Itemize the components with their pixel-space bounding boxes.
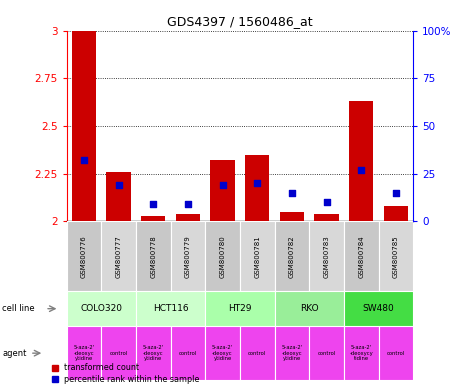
Text: GSM800778: GSM800778	[150, 235, 156, 278]
Text: 5-aza-2'
-deoxyc
ytidine: 5-aza-2' -deoxyc ytidine	[73, 345, 95, 361]
Bar	[344, 291, 413, 326]
Bar	[379, 326, 413, 380]
Bar	[176, 214, 200, 221]
Point	[184, 201, 192, 207]
Bar	[344, 326, 379, 380]
Bar	[349, 101, 373, 221]
Point	[392, 190, 400, 196]
Bar	[275, 291, 344, 326]
Text: GSM800777: GSM800777	[115, 235, 122, 278]
Text: GSM800780: GSM800780	[219, 235, 226, 278]
Bar	[344, 221, 379, 291]
Text: GSM800779: GSM800779	[185, 235, 191, 278]
Text: GSM800784: GSM800784	[358, 235, 364, 278]
Bar	[101, 326, 136, 380]
Text: 5-aza-2'
-deoxyc
ytidine: 5-aza-2' -deoxyc ytidine	[212, 345, 233, 361]
Bar	[205, 221, 240, 291]
Text: agent: agent	[2, 349, 27, 358]
Bar	[280, 212, 304, 221]
Bar	[384, 206, 408, 221]
Text: GSM800782: GSM800782	[289, 235, 295, 278]
Point	[323, 199, 331, 205]
Bar	[141, 215, 165, 221]
Text: 5-aza-2'
-deoxyc
ytidine: 5-aza-2' -deoxyc ytidine	[142, 345, 164, 361]
Point	[115, 182, 123, 188]
Text: 5-aza-2'
-deoxycy
tidine: 5-aza-2' -deoxycy tidine	[350, 345, 373, 361]
Text: cell line: cell line	[2, 304, 35, 313]
Text: control: control	[387, 351, 405, 356]
Bar	[171, 326, 205, 380]
Bar	[210, 161, 235, 221]
Bar	[66, 221, 101, 291]
Bar	[275, 326, 309, 380]
Bar	[136, 221, 171, 291]
Bar	[309, 221, 344, 291]
Bar	[106, 172, 131, 221]
Text: GSM800783: GSM800783	[323, 235, 330, 278]
Text: GSM800785: GSM800785	[393, 235, 399, 278]
Bar	[136, 326, 171, 380]
Text: control: control	[109, 351, 128, 356]
Point	[288, 190, 295, 196]
Bar	[314, 214, 339, 221]
Text: SW480: SW480	[363, 304, 394, 313]
Bar	[136, 291, 205, 326]
Text: COLO320: COLO320	[80, 304, 122, 313]
Bar	[240, 221, 275, 291]
Text: HT29: HT29	[228, 304, 252, 313]
Text: GSM800776: GSM800776	[81, 235, 87, 278]
Legend: transformed count, percentile rank within the sample: transformed count, percentile rank withi…	[51, 363, 200, 384]
Point	[358, 167, 365, 173]
Point	[149, 201, 157, 207]
Text: HCT116: HCT116	[153, 304, 189, 313]
Bar	[309, 326, 344, 380]
Bar	[379, 221, 413, 291]
Bar	[66, 291, 136, 326]
Text: control: control	[317, 351, 336, 356]
Bar	[101, 221, 136, 291]
Bar	[66, 326, 101, 380]
Bar	[205, 291, 275, 326]
Title: GDS4397 / 1560486_at: GDS4397 / 1560486_at	[167, 15, 313, 28]
Bar	[275, 221, 309, 291]
Text: RKO: RKO	[300, 304, 319, 313]
Point	[80, 157, 88, 164]
Text: control: control	[179, 351, 197, 356]
Text: control: control	[248, 351, 266, 356]
Bar	[240, 326, 275, 380]
Point	[218, 182, 227, 188]
Bar	[245, 155, 269, 221]
Point	[254, 180, 261, 186]
Bar	[205, 326, 240, 380]
Text: 5-aza-2'
-deoxyc
ytidine: 5-aza-2' -deoxyc ytidine	[281, 345, 303, 361]
Bar	[171, 221, 205, 291]
Bar	[72, 31, 96, 221]
Text: GSM800781: GSM800781	[254, 235, 260, 278]
